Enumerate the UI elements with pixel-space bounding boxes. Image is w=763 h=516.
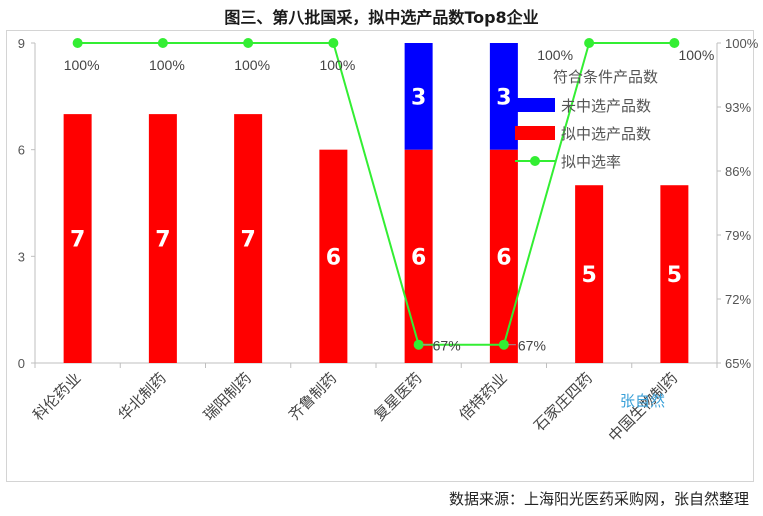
y2-tick-label: 86%: [725, 164, 751, 179]
bar-selected: [63, 114, 92, 363]
rate-point: [669, 38, 680, 48]
rate-point: [243, 38, 254, 48]
rate-point: [328, 38, 339, 48]
rate-point: [584, 38, 595, 48]
legend-label-unselected: 未中选产品数: [561, 97, 651, 115]
rate-point: [413, 339, 424, 350]
bar-label-selected: 7: [155, 228, 170, 253]
bar-selected: [148, 114, 177, 363]
rate-point: [157, 38, 168, 48]
x-category-label: 复星医药: [370, 369, 425, 424]
y-tick-label: 9: [18, 36, 25, 51]
legend-label-rate: 拟中选率: [561, 153, 621, 171]
legend-swatch-selected: [515, 126, 555, 140]
chart-frame: [6, 30, 754, 482]
rate-line: [77, 42, 675, 346]
y-tick-label: 0: [18, 356, 25, 371]
bar-label-selected: 6: [496, 245, 511, 270]
y-tick-label: 6: [18, 143, 25, 158]
bar-selected: [489, 149, 518, 363]
x-category-label: 华北制药: [115, 369, 170, 424]
bar-selected: [319, 149, 348, 363]
y2-tick-label: 65%: [725, 356, 751, 371]
rate-label: 100%: [234, 57, 270, 73]
bar-label-unselected: 3: [496, 85, 511, 110]
bar-label-selected: 7: [70, 228, 85, 253]
rate-point: [72, 38, 83, 48]
chart-title: 图三、第八批国采，拟中选产品数Top8企业: [224, 8, 539, 27]
bar-label-selected: 5: [667, 263, 682, 288]
watermark: 张自然: [620, 392, 666, 410]
bar-selected: [575, 185, 604, 363]
y-tick-label: 3: [18, 249, 25, 264]
legend-label-selected: 拟中选产品数: [561, 125, 651, 143]
rate-label: 100%: [678, 47, 714, 63]
bar-unselected: [489, 43, 518, 150]
bar-selected: [234, 114, 263, 363]
legend-header: 符合条件产品数: [553, 68, 658, 86]
bar-selected: [404, 149, 433, 363]
x-category-label: 倍特药业: [456, 369, 511, 424]
y2-tick-label: 93%: [725, 100, 751, 115]
bar-unselected: [404, 43, 433, 150]
x-category-label: 科伦药业: [29, 369, 84, 424]
bar-label-selected: 6: [326, 245, 341, 270]
x-category-label: 石家庄四药: [530, 369, 596, 435]
legend-marker-rate: [530, 156, 540, 166]
legend-swatch-unselected: [515, 98, 555, 112]
y2-tick-label: 79%: [725, 228, 751, 243]
rate-label: 100%: [537, 47, 573, 63]
rate-label: 100%: [319, 57, 355, 73]
bar-label-selected: 7: [240, 228, 255, 253]
rate-point: [498, 339, 509, 350]
source-note: 数据来源：上海阳光医药采购网，张自然整理: [448, 490, 749, 508]
rate-label: 67%: [433, 338, 461, 354]
bar-label-selected: 5: [581, 263, 596, 288]
x-category-label: 瑞阳制药: [200, 369, 255, 424]
rate-label: 100%: [64, 57, 100, 73]
rate-label: 100%: [149, 57, 185, 73]
y2-tick-label: 72%: [725, 292, 751, 307]
bar-label-selected: 6: [411, 245, 426, 270]
bar-selected: [660, 185, 689, 363]
y2-tick-label: 100%: [725, 36, 759, 51]
rate-label: 67%: [518, 338, 546, 354]
x-category-label: 齐鲁制药: [285, 369, 340, 424]
bar-label-unselected: 3: [411, 85, 426, 110]
